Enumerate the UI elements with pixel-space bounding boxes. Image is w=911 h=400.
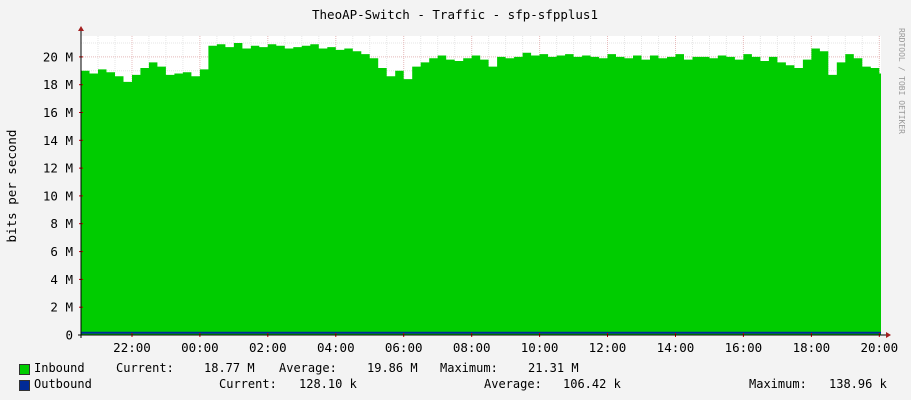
y-axis-ticks: 0 2 M 4 M 6 M 8 M 10 M 12 M 14 M 16 M 18 M 20 M — [43, 49, 83, 343]
inbound-swatch — [19, 364, 30, 375]
x-tick-label: 02:00 — [249, 340, 287, 355]
inbound-maximum-value: 21.31 M — [528, 361, 579, 375]
y-tick-label: 18 M — [43, 77, 73, 92]
x-tick-label: 04:00 — [317, 340, 355, 355]
watermark: RRDTOOL / TOBI OETIKER — [897, 28, 906, 134]
outbound-swatch — [19, 380, 30, 391]
inbound-average-value: 19.86 M — [367, 361, 418, 375]
inbound-legend-name: Inbound — [34, 361, 85, 375]
y-tick-label: 14 M — [43, 133, 73, 148]
outbound-current-value: 128.10 k — [299, 377, 357, 391]
legend-row-inbound: Inbound Current: 18.77 M Average: 19.86 … — [0, 361, 911, 377]
inbound-maximum-label: Maximum: — [440, 361, 498, 375]
x-tick-label: 12:00 — [589, 340, 627, 355]
y-axis-label: bits per second — [4, 130, 19, 243]
x-axis-ticks: 22:00 00:00 02:00 04:00 06:00 08:00 10:00 12:00… — [113, 333, 898, 355]
inbound-current-value: 18.77 M — [204, 361, 255, 375]
inbound-average-label: Average: — [279, 361, 337, 375]
x-axis-arrow — [886, 332, 891, 338]
x-tick-label: 20:00 — [860, 340, 898, 355]
x-tick-label: 06:00 — [385, 340, 423, 355]
x-tick-label: 08:00 — [453, 340, 491, 355]
outbound-average-label: Average: — [484, 377, 542, 391]
inbound-current-label: Current: — [116, 361, 174, 375]
y-tick-label: 10 M — [43, 188, 73, 203]
outbound-current-label: Current: — [219, 377, 277, 391]
legend-row-outbound: Outbound Current: 128.10 k Average: 106.… — [0, 377, 911, 393]
y-tick-label: 20 M — [43, 49, 73, 64]
y-axis-arrow — [78, 26, 84, 31]
y-tick-label: 2 M — [50, 300, 73, 315]
y-tick-label: 6 M — [50, 244, 73, 259]
x-tick-label: 10:00 — [521, 340, 559, 355]
x-tick-label: 16:00 — [725, 340, 763, 355]
inbound-area — [81, 43, 881, 335]
y-tick-label: 0 — [65, 328, 73, 343]
x-tick-label: 00:00 — [181, 340, 219, 355]
chart-title: TheoAP-Switch - Traffic - sfp-sfpplus1 — [312, 7, 598, 22]
x-tick-label: 14:00 — [657, 340, 695, 355]
x-tick-label: 18:00 — [793, 340, 831, 355]
outbound-legend-name: Outbound — [34, 377, 92, 391]
y-tick-label: 16 M — [43, 105, 73, 120]
x-tick-label: 22:00 — [113, 340, 151, 355]
outbound-maximum-value: 138.96 k — [829, 377, 887, 391]
outbound-maximum-label: Maximum: — [749, 377, 807, 391]
y-tick-label: 12 M — [43, 161, 73, 176]
y-tick-label: 4 M — [50, 272, 73, 287]
y-tick-label: 8 M — [50, 216, 73, 231]
outbound-average-value: 106.42 k — [563, 377, 621, 391]
